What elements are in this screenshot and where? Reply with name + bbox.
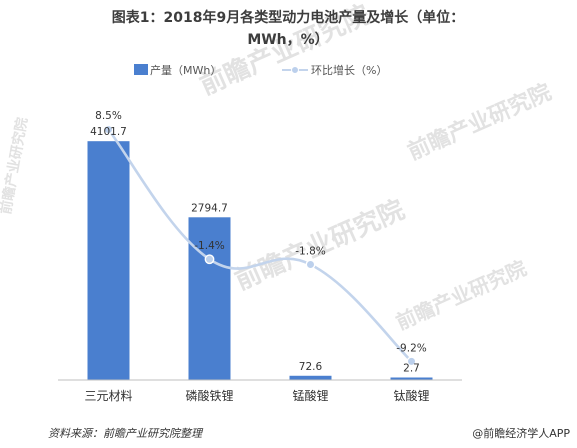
growth-label-2: -1.4% [194,240,224,252]
bar-3 [289,375,332,380]
chart-title-line-2: MWh，%） [247,32,328,48]
watermark-5: 前瞻产业研究院 [0,116,31,215]
watermark-4: 前瞻产业研究院 [392,256,530,335]
growth-point-1 [103,124,114,135]
growth-line [107,128,413,363]
legend: 产量（MWh） 环比增长（%） [134,63,387,77]
legend-bar-label: 产量（MWh） [150,63,221,77]
bar-2 [188,217,231,380]
bar-4 [390,377,433,380]
category-labels: 三元材料 磷酸铁锂 锰酸锂 钛酸锂 [84,388,429,403]
data-labels: 4101.7 2794.7 72.6 2.7 8.5% -1.4% -1.8% -9.2% [90,110,427,374]
growth-point-4 [406,356,417,367]
watermark-2: 前瞻产业研究院 [404,79,555,165]
category-label-2: 磷酸铁锂 [185,388,233,403]
growth-point-3 [305,259,316,270]
growth-label-1: 8.5% [95,110,122,122]
line-series [103,124,417,367]
growth-point-2 [204,254,215,265]
category-label-3: 锰酸锂 [292,388,328,403]
legend-bar-swatch [134,64,148,75]
bar-value-label-2: 2794.7 [191,202,228,214]
growth-label-3: -1.8% [295,245,325,257]
source-note: 资料来源：前瞻产业研究院整理 [48,427,204,440]
bar-1 [87,141,130,380]
bar-value-label-3: 72.6 [299,361,323,373]
legend-line-marker [291,66,299,74]
growth-label-4: -9.2% [396,342,426,354]
legend-line-label: 环比增长（%） [311,63,387,77]
category-label-1: 三元材料 [84,389,132,403]
category-label-4: 钛酸锂 [393,388,429,403]
bar-series [87,141,433,380]
bar-value-label-4: 2.7 [403,363,420,375]
brand-note: @前瞻经济学人APP [472,426,570,440]
chart-title-line-1: 图表1：2018年9月各类型动力电池产量及增长（单位： [112,9,464,26]
bar-value-label-1: 4101.7 [90,126,127,138]
